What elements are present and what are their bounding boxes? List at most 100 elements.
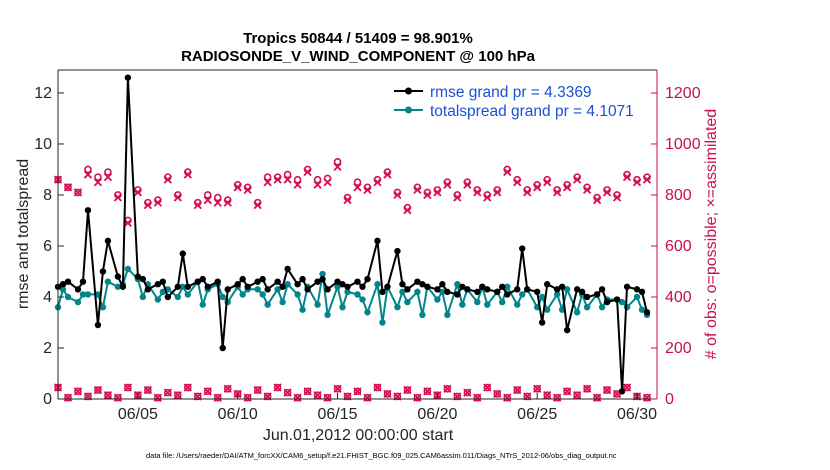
rmse-point <box>254 278 261 285</box>
totalspread-point <box>538 293 546 301</box>
totalspread-point <box>339 303 346 311</box>
totalspread-point <box>264 301 271 308</box>
totalspread-point <box>404 298 411 306</box>
obs-assimilated-marker <box>123 218 133 228</box>
rmse-point <box>279 283 286 290</box>
totalspread-point <box>104 278 112 285</box>
totalspread-point <box>84 291 92 298</box>
obs-possible-marker <box>483 383 492 392</box>
obs-assimilated-marker <box>143 201 152 210</box>
obs-possible-marker <box>423 387 432 396</box>
obs-assimilated-marker <box>523 188 532 197</box>
obs-possible-marker <box>583 384 591 393</box>
rmse-point <box>459 283 466 290</box>
rmse-point <box>114 273 122 280</box>
rmse-point <box>543 281 551 288</box>
obs-assimilated-marker <box>83 170 93 179</box>
obs-assimilated-marker <box>622 172 632 182</box>
rmse-point <box>384 283 391 290</box>
obs-assimilated-marker <box>323 393 332 402</box>
obs-possible-marker <box>283 388 292 397</box>
x-tick-label: 06/30 <box>617 406 657 423</box>
obs-assimilated-marker <box>273 175 282 184</box>
obs-assimilated-marker <box>483 383 492 392</box>
obs-possible-marker <box>353 178 362 187</box>
rmse-point <box>339 281 346 288</box>
obs-assimilated-marker <box>602 188 612 197</box>
totalspread-point <box>583 303 591 311</box>
obs-possible-marker <box>203 387 212 396</box>
rmse-point <box>394 247 401 255</box>
totalspread-point <box>239 291 246 298</box>
x-tick-label: 06/15 <box>318 406 358 423</box>
obs-assimilated-marker <box>503 393 512 402</box>
obs-possible-marker <box>543 391 551 399</box>
obs-possible-marker <box>94 386 102 394</box>
obs-assimilated-marker <box>533 384 542 393</box>
totalspread-point <box>334 283 341 290</box>
totalspread-point <box>139 293 147 301</box>
rmse-point <box>504 291 511 298</box>
rmse-point <box>538 319 546 326</box>
rmse-point <box>219 344 226 352</box>
obs-assimilated-marker <box>73 387 83 396</box>
rmse-point <box>214 278 221 285</box>
obs-possible-marker <box>363 393 372 402</box>
obs-assimilated-marker <box>93 178 103 187</box>
rmse-point <box>638 288 646 296</box>
rmse-point <box>354 278 361 285</box>
rmse-point <box>593 291 601 298</box>
rmse-point <box>59 281 67 288</box>
rmse-point <box>399 281 406 288</box>
totalspread-point <box>259 291 266 298</box>
obs-assimilated-marker <box>333 162 342 172</box>
totalspread-point <box>299 306 306 313</box>
obs-assimilated-marker <box>553 188 562 197</box>
y-right-tick-label: 0 <box>665 391 674 408</box>
obs-assimilated-marker <box>602 385 612 395</box>
obs-possible-marker <box>283 170 292 179</box>
obs-possible-marker <box>164 388 172 397</box>
rmse-point <box>414 278 421 285</box>
obs-possible-marker <box>243 393 252 402</box>
obs-assimilated-marker <box>63 183 73 192</box>
obs-assimilated-marker <box>143 385 152 395</box>
rmse-point <box>259 275 266 283</box>
obs-possible-marker <box>114 393 122 402</box>
y-right-tick-label: 800 <box>665 187 692 204</box>
obs-assimilated-marker <box>63 393 73 402</box>
plot-area <box>58 70 657 399</box>
totalspread-point <box>434 296 441 303</box>
obs-assimilated-marker <box>572 175 582 184</box>
rmse-point <box>204 283 211 290</box>
obs-assimilated-marker <box>513 178 522 187</box>
totalspread-point <box>254 286 261 293</box>
obs-possible-marker <box>383 390 392 398</box>
obs-assimilated-marker <box>553 393 562 402</box>
obs-possible-marker <box>273 383 282 392</box>
data-file-footnote: data file: /Users/raeder/DAI/ATM_forcXX/… <box>146 451 617 460</box>
obs-assimilated-marker <box>373 178 382 187</box>
rmse-point <box>424 283 431 290</box>
obs-assimilated-marker <box>353 183 362 192</box>
obs-assimilated-marker <box>123 383 133 392</box>
chart-title: Tropics 50844 / 51409 = 98.901% <box>243 30 473 47</box>
rmse-point <box>444 288 451 296</box>
rmse-point <box>379 288 386 296</box>
obs-assimilated-marker <box>303 167 312 177</box>
obs-assimilated-marker <box>582 384 592 393</box>
obs-assimilated-marker <box>113 193 123 202</box>
legend-rmse-marker <box>405 87 412 95</box>
legend-rmse-label: rmse grand pr = 4.3369 <box>430 84 592 101</box>
rmse-point <box>524 286 531 293</box>
obs-assimilated-marker <box>592 393 602 402</box>
obs-assimilated-marker <box>473 393 482 402</box>
obs-assimilated-marker <box>183 383 192 392</box>
rmse-point <box>563 326 571 334</box>
obs-assimilated-marker <box>642 393 652 402</box>
rmse-point <box>99 268 107 275</box>
totalspread-point <box>359 296 366 303</box>
obs-possible-marker <box>174 391 182 399</box>
legend-spread-marker <box>405 106 412 114</box>
